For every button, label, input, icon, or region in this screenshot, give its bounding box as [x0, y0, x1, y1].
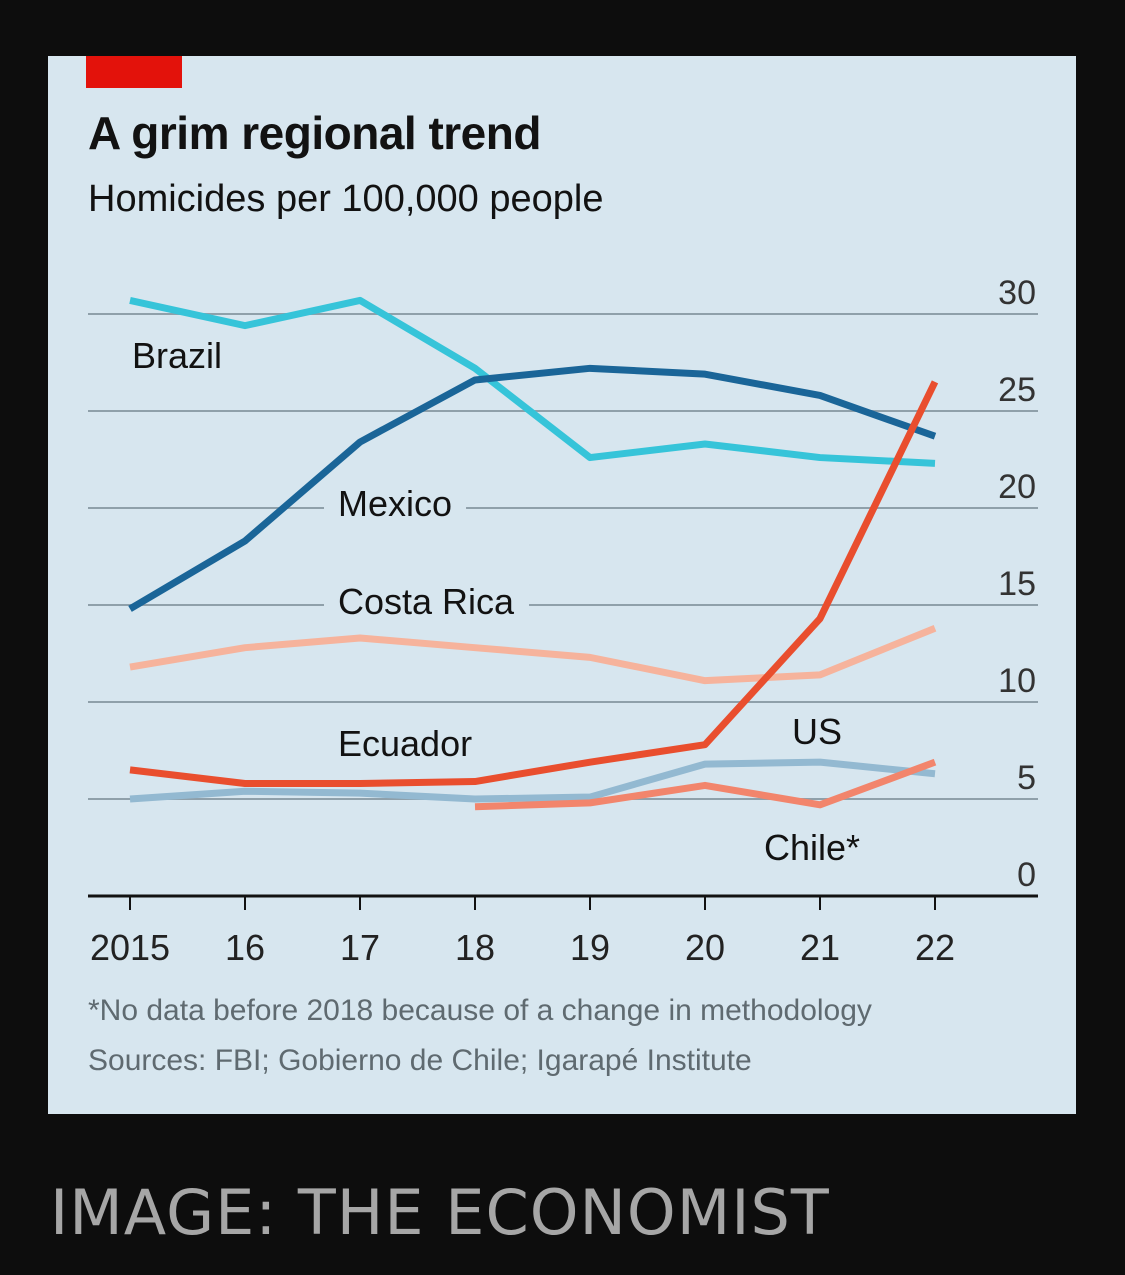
x-tick-label: 21	[800, 927, 840, 968]
brand-tag	[86, 56, 182, 88]
y-tick-label: 10	[998, 662, 1036, 700]
series-line-costa-rica	[129, 625, 937, 685]
series-line-mexico	[128, 364, 937, 612]
series-line-chile	[474, 758, 937, 811]
series-label-us: US	[792, 711, 842, 752]
x-tick-label: 20	[685, 927, 725, 968]
y-tick-label: 5	[1017, 759, 1036, 797]
y-tick-label: 30	[998, 274, 1036, 312]
y-tick-label: 0	[1017, 856, 1036, 894]
x-tick-label: 19	[570, 927, 610, 968]
series-label-ecuador: Ecuador	[338, 723, 472, 764]
y-tick-label: 20	[998, 468, 1036, 506]
series-label-costa-rica: Costa Rica	[338, 581, 515, 622]
series-line-brazil	[129, 296, 936, 467]
chart-subtitle: Homicides per 100,000 people	[88, 178, 604, 220]
image-credit: IMAGE: THE ECONOMIST	[50, 1176, 830, 1249]
x-tick-label: 18	[455, 927, 495, 968]
series-label-bg	[324, 579, 530, 624]
x-tick-label: 17	[340, 927, 380, 968]
chart-panel: A grim regional trend Homicides per 100,…	[48, 56, 1076, 1114]
series-label-chile: Chile*	[764, 827, 860, 868]
y-tick-label: 15	[998, 565, 1036, 603]
series-label-mexico: Mexico	[338, 483, 452, 524]
y-tick-label: 25	[998, 371, 1036, 409]
line-chart: 0 5 10 15 20 25 30 2015 16 17 18 19 20 21 22 Brazil Mexi…	[88, 274, 1038, 968]
x-tick-label: 22	[915, 927, 955, 968]
x-tick-label: 2015	[90, 927, 170, 968]
x-tick-label: 16	[225, 927, 265, 968]
series-line-ecuador	[129, 380, 939, 787]
series-line-us	[129, 758, 936, 803]
chart-footnote: *No data before 2018 because of a change…	[88, 994, 872, 1027]
chart-source: Sources: FBI; Gobierno de Chile; Igarapé…	[88, 1044, 752, 1077]
series-label-brazil: Brazil	[132, 335, 222, 376]
chart-title: A grim regional trend	[88, 107, 541, 159]
series-label-bg	[324, 481, 467, 526]
